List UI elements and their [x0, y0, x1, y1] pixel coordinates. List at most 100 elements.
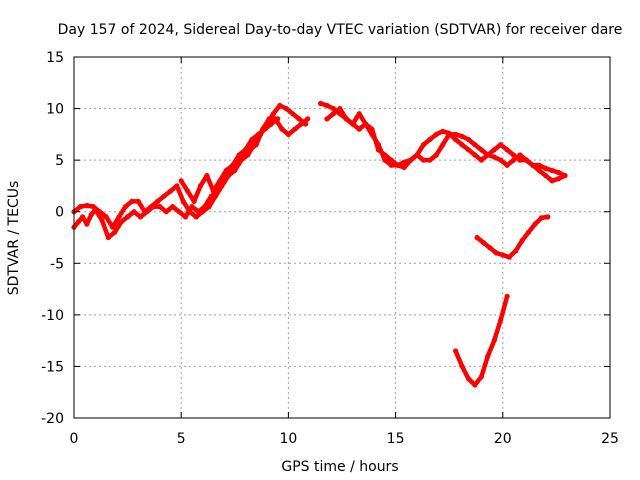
series-layer	[71, 100, 568, 388]
data-point	[478, 157, 484, 163]
data-point	[174, 183, 180, 189]
data-point	[318, 100, 324, 106]
data-point	[363, 121, 369, 127]
data-point	[90, 204, 96, 210]
data-point	[459, 133, 465, 139]
data-point	[472, 152, 478, 158]
data-point	[122, 204, 129, 210]
data-point	[210, 188, 216, 194]
data-point	[356, 111, 362, 117]
data-point	[217, 178, 223, 184]
data-point	[77, 204, 83, 210]
data-point	[478, 147, 484, 153]
data-point	[506, 254, 512, 260]
data-point	[238, 157, 244, 163]
data-point	[285, 131, 291, 137]
data-point	[414, 152, 420, 158]
data-point	[204, 173, 210, 179]
data-point	[116, 214, 122, 220]
data-point	[530, 162, 536, 168]
data-point	[472, 142, 478, 148]
data-point	[80, 214, 86, 220]
data-point	[88, 212, 94, 218]
x-tick-label: 25	[601, 431, 619, 447]
x-tick-label: 10	[279, 431, 297, 447]
data-point	[275, 116, 281, 122]
data-point	[112, 229, 118, 235]
data-point	[523, 157, 530, 163]
data-point	[453, 131, 459, 137]
x-tick-label: 0	[70, 431, 79, 447]
data-point	[230, 162, 236, 168]
x-axis-title: GPS time / hours	[281, 459, 398, 475]
series-track-c	[178, 116, 280, 204]
data-point	[277, 102, 283, 109]
data-point	[279, 126, 285, 132]
data-point	[200, 209, 206, 215]
data-point	[118, 219, 124, 225]
data-point	[232, 167, 238, 174]
y-tick-label: 10	[46, 102, 64, 118]
data-point	[129, 198, 135, 204]
data-point	[549, 178, 555, 184]
data-point	[545, 214, 551, 220]
data-point	[142, 209, 148, 215]
data-point	[465, 376, 472, 382]
data-point	[131, 209, 137, 215]
data-point	[337, 106, 343, 112]
data-point	[103, 214, 109, 220]
data-point	[330, 111, 336, 117]
data-point	[97, 209, 103, 215]
data-point	[191, 198, 197, 204]
data-point	[155, 198, 161, 204]
x-tick-label: 15	[387, 431, 405, 447]
data-point	[478, 374, 484, 380]
data-point	[440, 142, 446, 148]
data-point	[251, 142, 257, 148]
data-point	[262, 126, 268, 132]
data-point	[491, 338, 497, 344]
data-point	[225, 173, 231, 179]
data-point	[324, 102, 330, 109]
data-point	[433, 131, 439, 137]
data-point	[491, 147, 497, 153]
data-point	[110, 224, 116, 230]
data-point	[84, 202, 90, 209]
data-point	[382, 152, 388, 158]
data-point	[178, 178, 184, 184]
data-point	[498, 157, 504, 163]
data-point	[493, 250, 499, 256]
y-tick-label: -15	[41, 359, 64, 375]
data-point	[513, 248, 519, 254]
y-tick-label: -5	[50, 256, 64, 272]
data-point	[99, 217, 105, 223]
data-point	[388, 157, 394, 163]
data-point	[249, 136, 255, 143]
data-point	[465, 147, 472, 153]
data-point	[236, 152, 242, 158]
data-point	[75, 219, 81, 225]
data-point	[538, 215, 545, 221]
data-point	[504, 162, 510, 168]
data-point	[532, 221, 538, 227]
data-point	[555, 169, 562, 176]
data-point	[125, 214, 131, 220]
y-tick-label: 5	[55, 153, 64, 169]
data-point	[491, 154, 497, 160]
data-point	[84, 221, 90, 227]
series-track-g	[453, 294, 510, 388]
data-point	[453, 136, 459, 143]
data-point	[395, 162, 401, 168]
data-point	[459, 142, 465, 148]
data-point	[369, 126, 375, 132]
data-point	[525, 229, 532, 235]
data-point	[408, 157, 414, 163]
data-point	[105, 234, 111, 241]
data-point	[180, 198, 186, 204]
data-point	[197, 183, 204, 189]
data-point	[182, 214, 189, 220]
data-point	[543, 173, 549, 179]
data-point	[375, 147, 381, 153]
data-point	[161, 193, 167, 199]
